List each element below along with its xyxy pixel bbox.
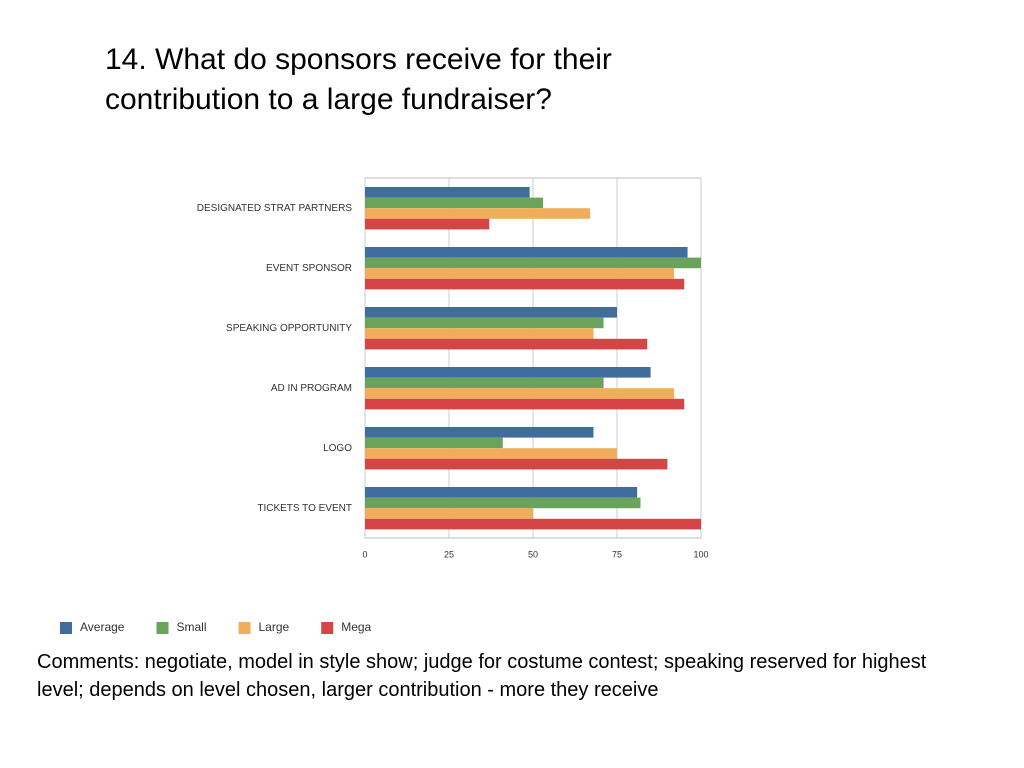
bar: [365, 448, 617, 459]
x-tick-label: 25: [444, 549, 454, 559]
legend-label: Large: [259, 620, 290, 634]
bar: [365, 487, 638, 498]
y-tick-label: SPEAKING OPPORTUNITY: [226, 323, 352, 334]
bar: [365, 278, 685, 290]
bar: [365, 257, 701, 269]
legend-swatch: [321, 622, 334, 634]
y-tick-label: EVENT SPONSOR: [266, 263, 352, 274]
bar: [365, 338, 648, 350]
legend-label: Small: [176, 620, 206, 634]
x-tick-label: 50: [528, 549, 538, 559]
bar: [365, 268, 675, 279]
legend-label: Average: [80, 620, 125, 634]
bar: [365, 197, 544, 209]
bar: [365, 187, 530, 198]
y-tick-label: AD IN PROGRAM: [271, 383, 352, 394]
slide-title: 14. What do sponsors receive for their c…: [105, 43, 612, 116]
bar: [365, 458, 668, 470]
comments: Comments: negotiate, model in style show…: [37, 651, 927, 701]
bar: [365, 307, 617, 318]
y-tick-label: DESIGNATED STRAT PARTNERS: [197, 203, 353, 214]
legend-swatch: [156, 622, 169, 634]
x-tick-label: 100: [693, 549, 708, 559]
bar: [365, 497, 641, 509]
x-tick-label: 0: [362, 549, 367, 559]
bar: [365, 388, 675, 399]
bar: [365, 367, 651, 378]
bar: [365, 427, 594, 438]
bar: [365, 377, 604, 389]
y-tick-label: TICKETS TO EVENT: [257, 503, 352, 514]
bar: [365, 247, 688, 258]
x-tick-label: 75: [612, 549, 622, 559]
bar: [365, 508, 533, 519]
legend-swatch: [60, 622, 72, 634]
bar: [365, 398, 685, 410]
bar: [365, 437, 503, 449]
bar: [365, 208, 591, 219]
legend-swatch: [238, 622, 251, 634]
bar: [365, 218, 490, 230]
bar: [365, 317, 604, 329]
bar: [365, 518, 701, 530]
y-tick-label: LOGO: [323, 443, 352, 454]
legend-label: Mega: [341, 620, 371, 634]
bar: [365, 328, 594, 339]
